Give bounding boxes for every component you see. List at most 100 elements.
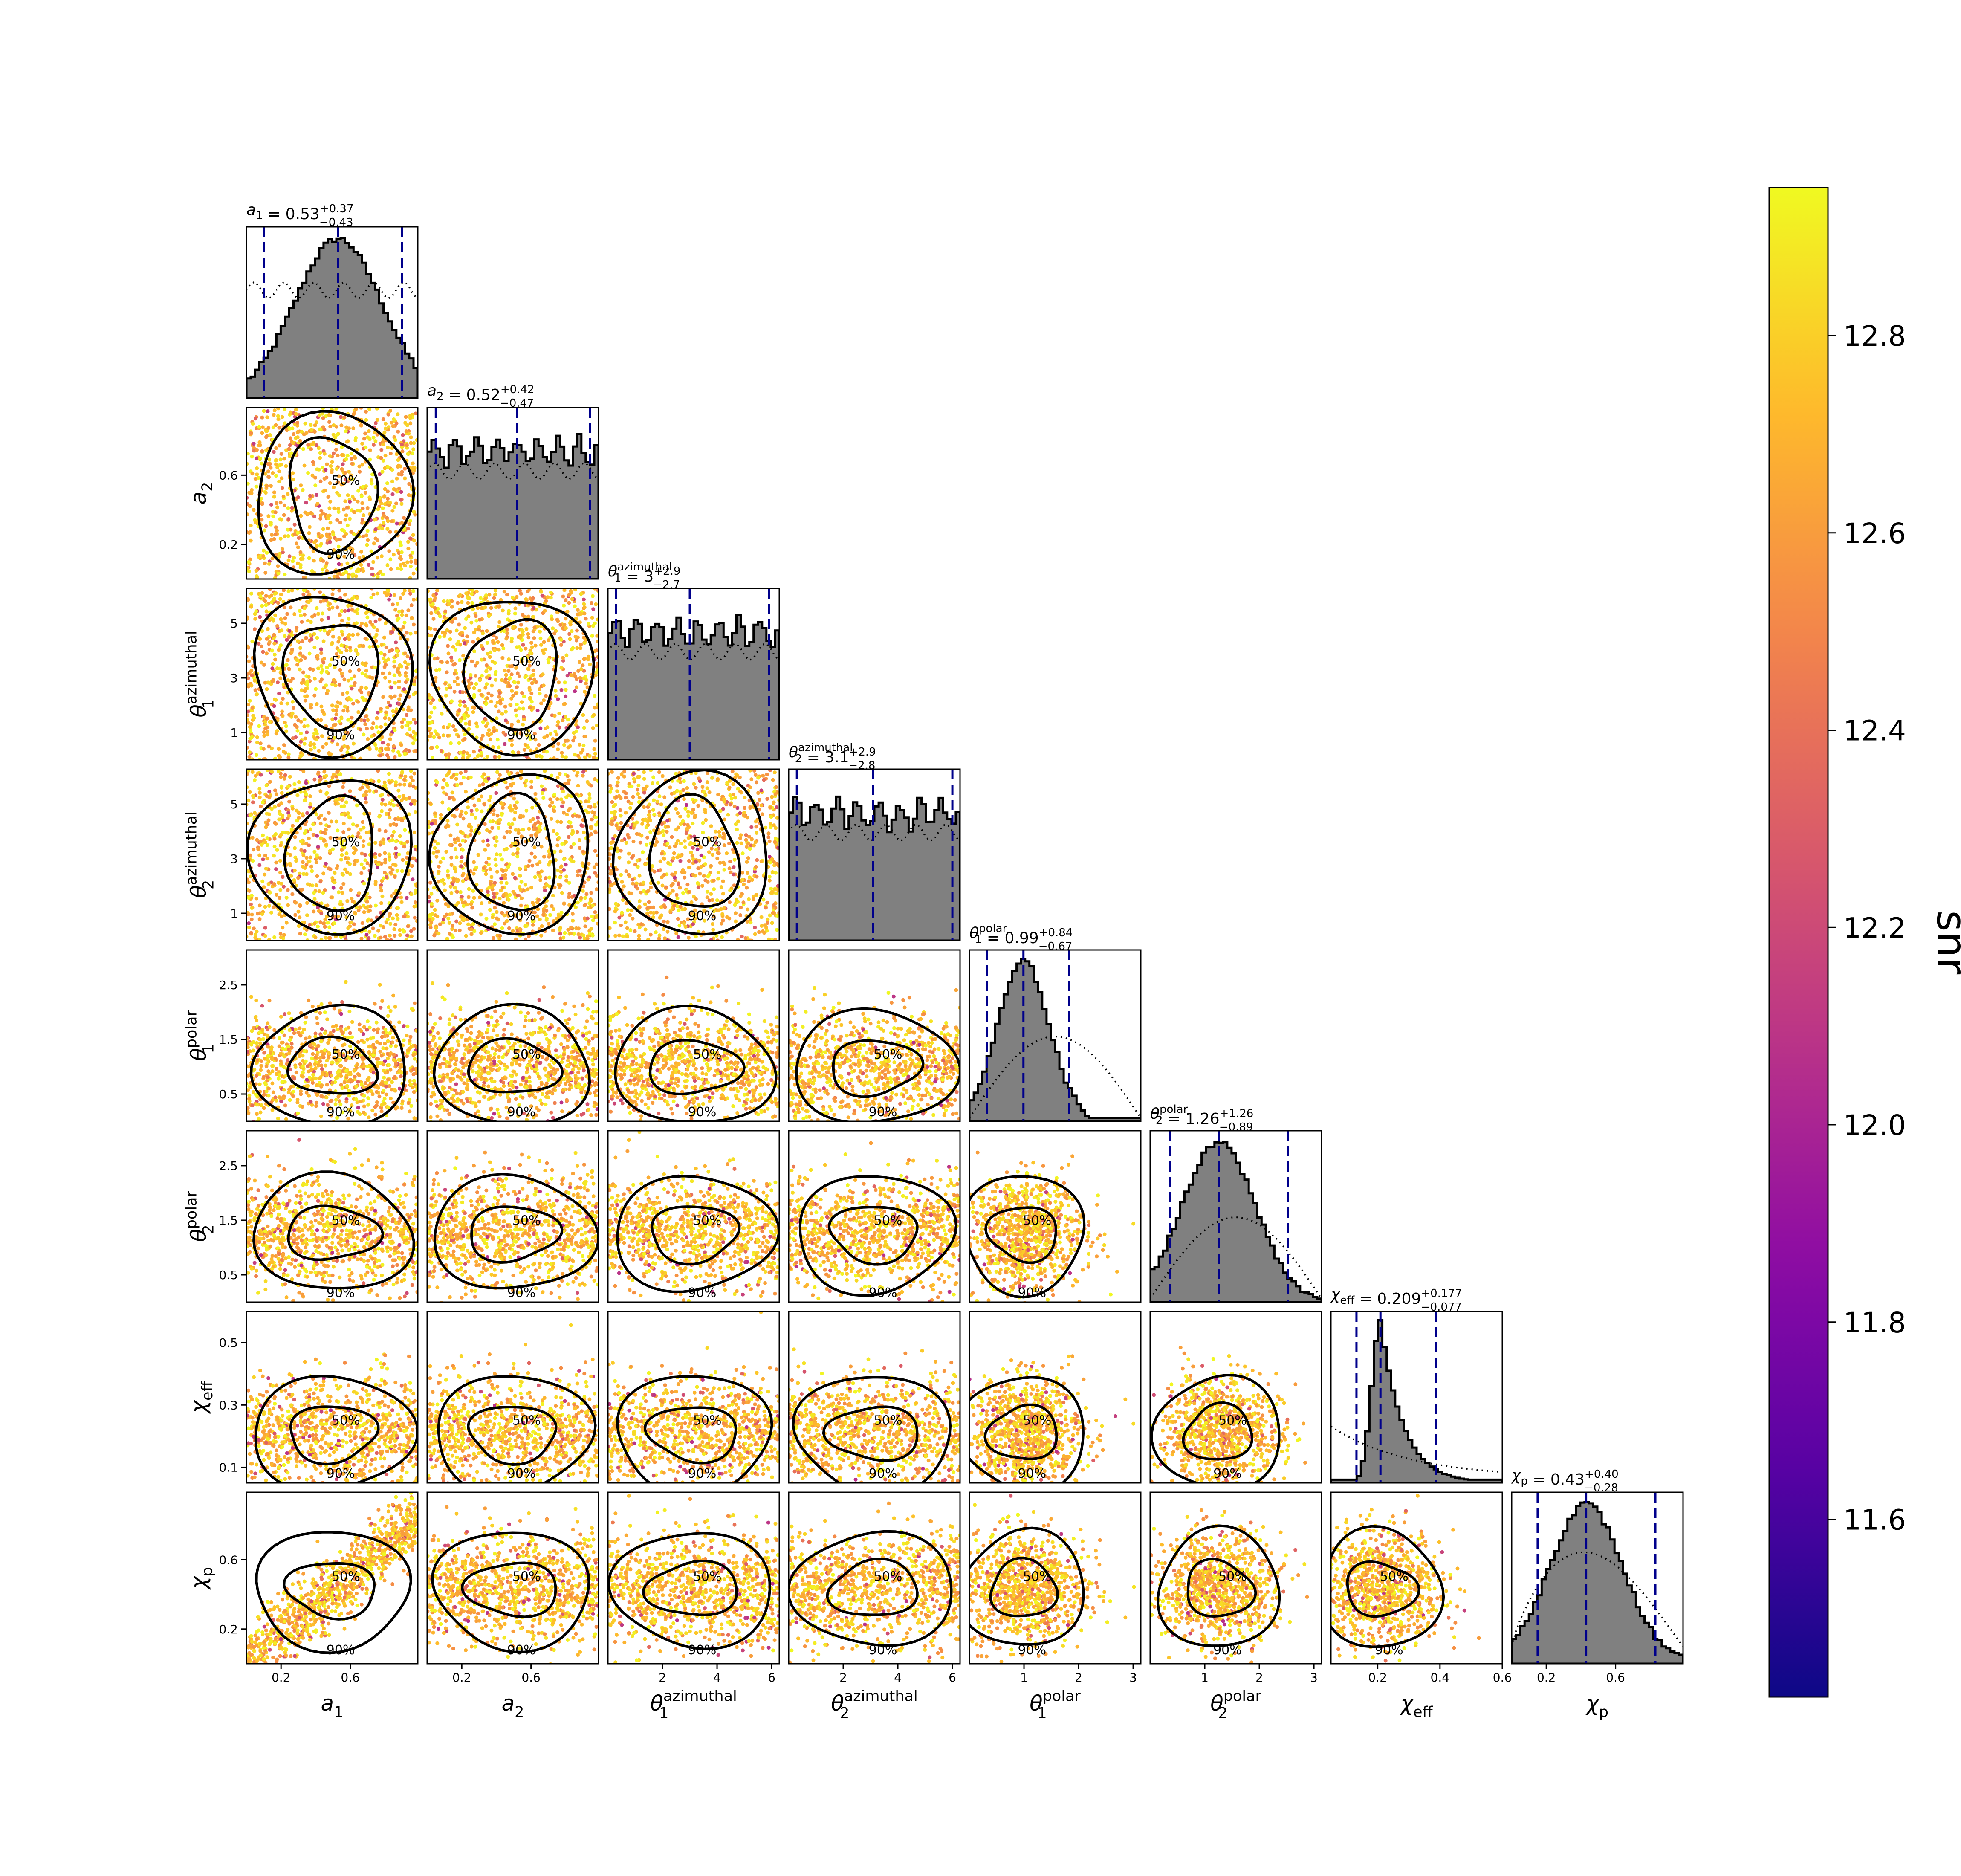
- sample-point: [478, 596, 483, 600]
- sample-point: [328, 500, 333, 504]
- sample-point: [454, 869, 457, 874]
- sample-point: [282, 818, 286, 822]
- sample-point: [474, 866, 478, 869]
- sample-point: [475, 661, 480, 665]
- sample-point: [370, 572, 374, 576]
- sample-point: [304, 501, 308, 505]
- sample-point: [252, 508, 256, 512]
- sample-point: [356, 831, 361, 835]
- sample-point: [398, 782, 402, 787]
- sample-point: [329, 464, 333, 468]
- sample-point: [450, 699, 454, 704]
- sample-point: [271, 619, 275, 623]
- sample-point: [657, 933, 662, 938]
- sample-point: [466, 756, 470, 760]
- sample-point: [301, 865, 305, 869]
- sample-point: [507, 772, 511, 776]
- sample-point: [521, 814, 525, 819]
- sample-point: [255, 735, 259, 739]
- sample-point: [384, 875, 388, 879]
- sample-point: [433, 839, 437, 843]
- sample-point: [613, 815, 617, 819]
- sample-point: [620, 880, 624, 884]
- sample-point: [401, 929, 405, 934]
- histogram-a2: [427, 433, 599, 579]
- sample-point: [441, 878, 445, 882]
- sample-point: [322, 477, 327, 481]
- sample-point: [299, 483, 303, 488]
- sample-point: [253, 935, 257, 940]
- sample-point: [497, 709, 501, 714]
- panel-a2-vs-a1: 50%90%0.20.6a2: [186, 407, 419, 580]
- sample-point: [474, 788, 478, 793]
- sample-point: [441, 856, 445, 860]
- sample-point: [523, 675, 527, 679]
- sample-point: [691, 922, 695, 926]
- sample-point: [472, 649, 476, 654]
- sample-point: [408, 631, 413, 636]
- sample-point: [411, 741, 415, 746]
- sample-point: [265, 836, 269, 840]
- sample-point: [438, 922, 442, 926]
- sample-point: [561, 718, 565, 722]
- sample-point: [583, 916, 587, 921]
- sample-point: [405, 713, 409, 717]
- sample-point: [579, 823, 584, 827]
- sample-point: [330, 641, 334, 645]
- sample-point: [342, 534, 346, 538]
- sample-point: [302, 463, 307, 468]
- sample-point: [662, 873, 666, 877]
- sample-point: [308, 794, 312, 798]
- sample-point: [572, 932, 576, 936]
- sample-point: [448, 637, 452, 641]
- sample-point: [468, 682, 471, 686]
- sample-point: [335, 481, 339, 485]
- sample-point: [412, 538, 416, 543]
- sample-point: [258, 741, 263, 746]
- sample-point: [443, 915, 447, 919]
- sample-point: [315, 874, 319, 878]
- contour-label-90: 90%: [507, 728, 536, 743]
- sample-point: [327, 555, 332, 559]
- sample-point: [460, 874, 465, 878]
- sample-point: [543, 769, 547, 773]
- sample-point: [319, 599, 323, 604]
- sample-point: [370, 726, 374, 730]
- sample-point: [552, 631, 556, 636]
- sample-point: [514, 828, 518, 832]
- sample-point: [772, 823, 776, 828]
- sample-point: [265, 843, 269, 847]
- sample-point: [248, 725, 252, 729]
- sample-point: [360, 661, 364, 666]
- sample-point: [537, 898, 541, 902]
- sample-point: [483, 686, 488, 690]
- sample-point: [406, 708, 410, 712]
- sample-point: [292, 556, 296, 560]
- sample-point: [463, 704, 467, 708]
- sample-point: [322, 452, 327, 456]
- sample-point: [733, 903, 737, 907]
- sample-point: [352, 851, 356, 855]
- sample-point: [411, 799, 415, 803]
- sample-point: [593, 738, 597, 743]
- sample-point: [325, 915, 329, 919]
- sample-point: [583, 735, 587, 738]
- sample-point: [254, 569, 258, 573]
- sample-point: [470, 906, 474, 910]
- sample-point: [693, 908, 697, 912]
- sample-point: [391, 602, 395, 607]
- sample-point: [383, 802, 388, 807]
- sample-point: [307, 651, 312, 656]
- sample-point: [296, 909, 301, 914]
- sample-point: [353, 532, 357, 536]
- sample-point: [515, 894, 520, 898]
- sample-point: [246, 598, 250, 602]
- sample-point: [647, 809, 651, 814]
- sample-point: [542, 909, 546, 914]
- sample-point: [364, 796, 368, 801]
- sample-point: [354, 648, 358, 652]
- sample-point: [336, 453, 340, 457]
- sample-point: [492, 892, 496, 896]
- sample-point: [774, 785, 778, 789]
- sample-point: [458, 593, 463, 597]
